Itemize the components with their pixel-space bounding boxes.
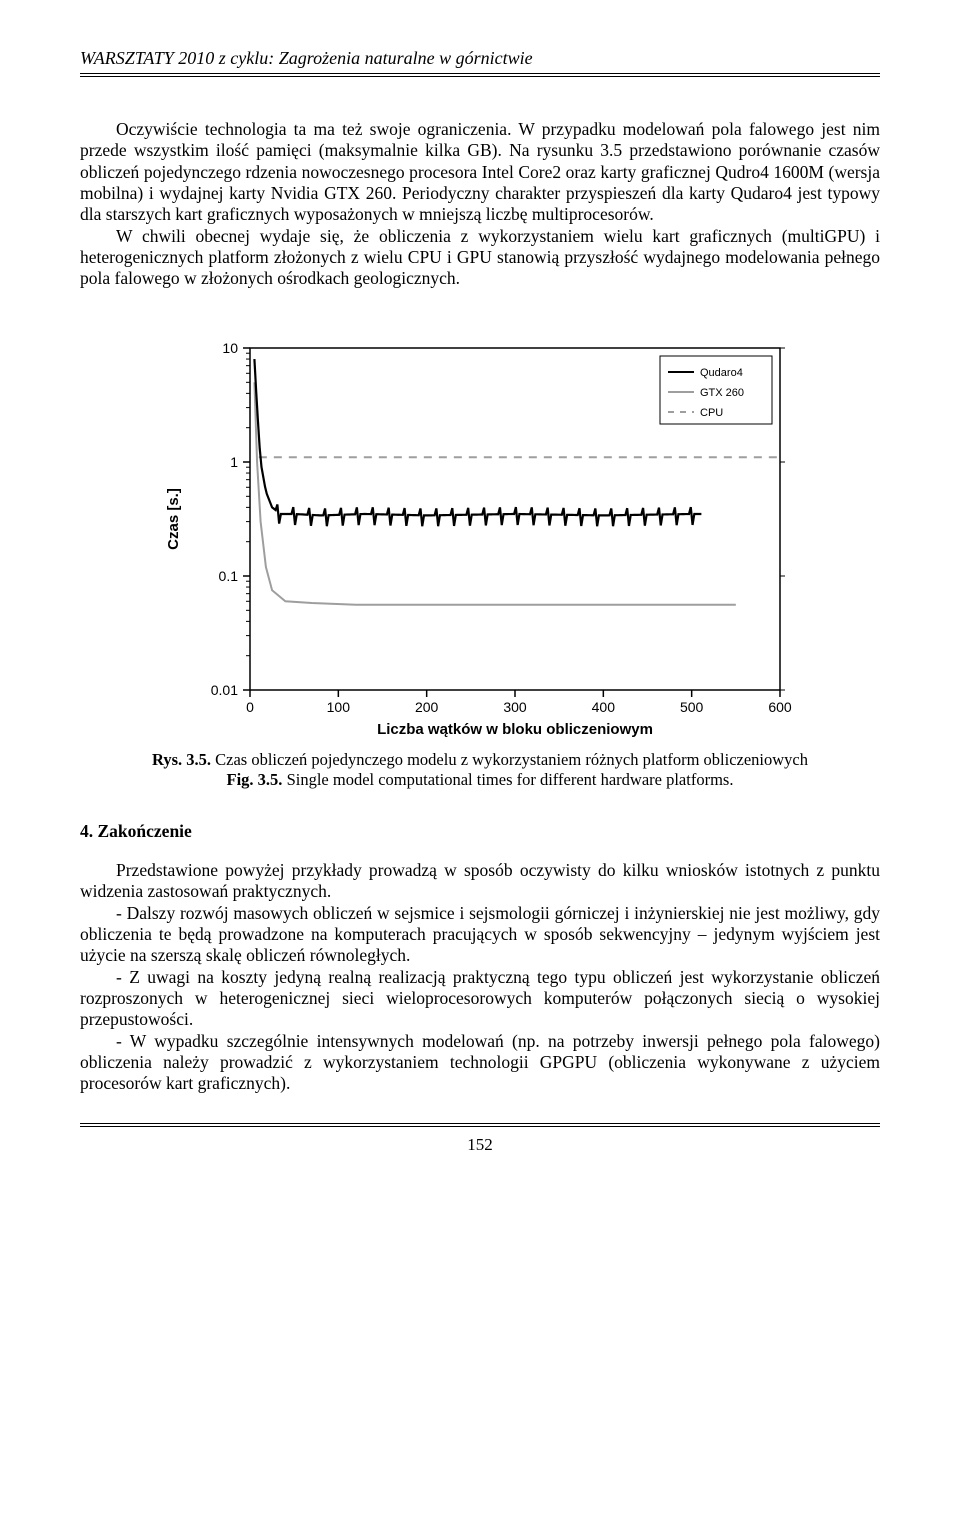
svg-text:10: 10 <box>222 340 238 356</box>
header-rule-1 <box>80 73 880 74</box>
conclusion-text-block: Przedstawione powyżej przykłady prowadzą… <box>80 860 880 1095</box>
svg-text:500: 500 <box>680 699 704 715</box>
time-vs-threads-chart: 0.010.11100100200300400500600Liczba wątk… <box>160 330 800 740</box>
chart-container: 0.010.11100100200300400500600Liczba wątk… <box>160 330 800 740</box>
svg-text:Liczba wątków w bloku obliczen: Liczba wątków w bloku obliczeniowym <box>377 721 653 738</box>
svg-text:GTX 260: GTX 260 <box>700 387 744 399</box>
footer-rule-2 <box>80 1126 880 1127</box>
svg-text:0: 0 <box>246 699 254 715</box>
svg-text:400: 400 <box>592 699 616 715</box>
svg-text:Czas [s.]: Czas [s.] <box>165 488 182 550</box>
page-number: 152 <box>80 1135 880 1155</box>
caption-label-pl: Rys. 3.5. <box>152 750 211 769</box>
svg-text:CPU: CPU <box>700 407 723 419</box>
header-rule-2 <box>80 76 880 77</box>
conclusion-p2: - Dalszy rozwój masowych obliczeń w sejs… <box>80 903 880 967</box>
paragraph-2: W chwili obecnej wydaje się, że obliczen… <box>80 226 880 290</box>
svg-text:600: 600 <box>768 699 792 715</box>
caption-text-pl: Czas obliczeń pojedynczego modelu z wyko… <box>211 750 808 769</box>
svg-text:0.01: 0.01 <box>211 682 238 698</box>
footer-rule-1 <box>80 1123 880 1124</box>
svg-text:0.1: 0.1 <box>219 568 239 584</box>
conclusion-p4: - W wypadku szczególnie intensywnych mod… <box>80 1031 880 1095</box>
caption-label-en: Fig. 3.5. <box>227 770 283 789</box>
figure-caption: Rys. 3.5. Czas obliczeń pojedynczego mod… <box>80 750 880 791</box>
svg-text:300: 300 <box>503 699 527 715</box>
conclusion-p1: Przedstawione powyżej przykłady prowadzą… <box>80 860 880 903</box>
body-text-block: Oczywiście technologia ta ma też swoje o… <box>80 119 880 290</box>
paragraph-1: Oczywiście technologia ta ma też swoje o… <box>80 119 880 226</box>
svg-text:1: 1 <box>230 454 238 470</box>
conclusion-p3: - Z uwagi na koszty jedyną realną realiz… <box>80 967 880 1031</box>
page-running-header: WARSZTATY 2010 z cyklu: Zagrożenia natur… <box>80 48 880 69</box>
section-heading: 4. Zakończenie <box>80 821 880 842</box>
svg-text:100: 100 <box>327 699 351 715</box>
caption-text-en: Single model computational times for dif… <box>282 770 733 789</box>
svg-text:200: 200 <box>415 699 439 715</box>
svg-text:Qudaro4: Qudaro4 <box>700 367 743 379</box>
